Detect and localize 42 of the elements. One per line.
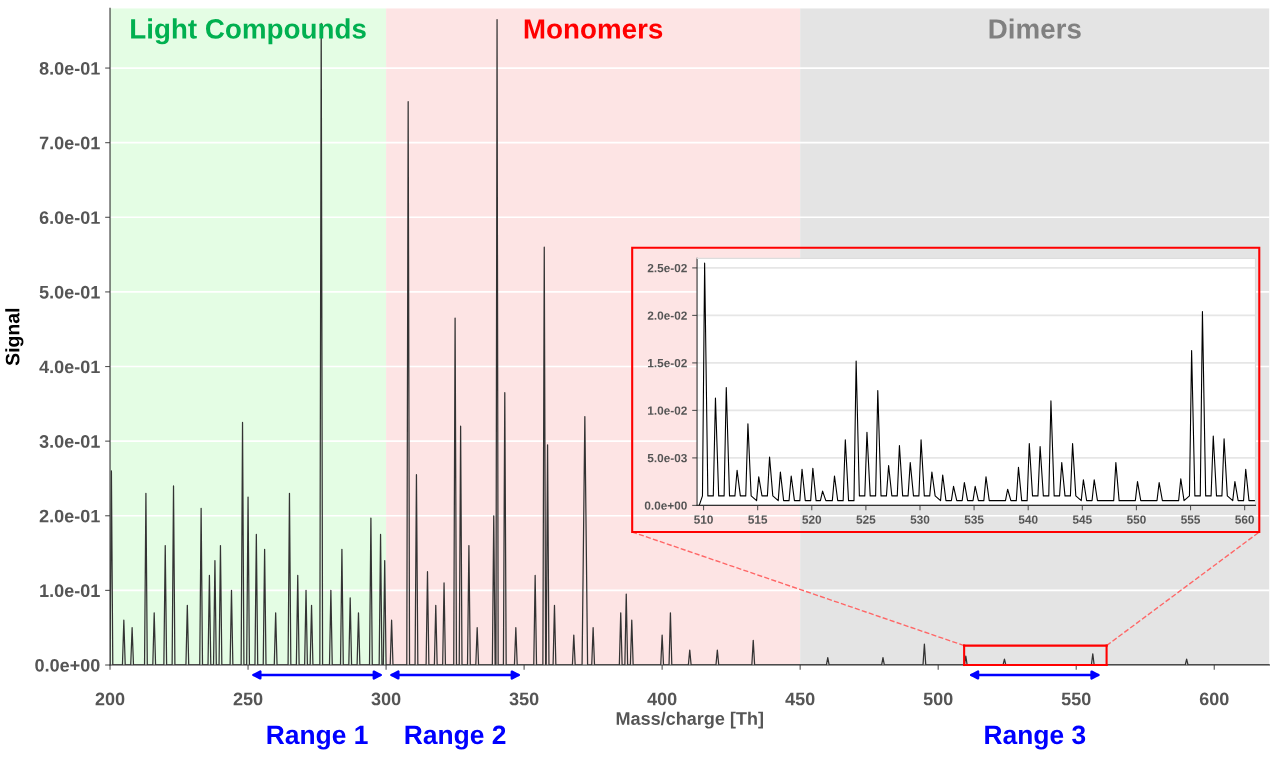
x-tick-label: 400	[647, 692, 677, 706]
x-tick-label: 450	[785, 692, 815, 706]
y-tick-label: 5.0e-03	[647, 453, 687, 463]
band-label: Monomers	[524, 19, 663, 39]
band-label: Dimers	[989, 18, 1081, 39]
y-tick-label: 0.0e+00	[35, 658, 100, 672]
annotation: Range 2	[405, 725, 506, 750]
x-tick-label: 200	[95, 692, 125, 706]
x-tick-label: 350	[509, 692, 539, 706]
y-tick-label: 2.5e-02	[647, 263, 687, 273]
x-tick-label: 550	[1126, 515, 1146, 524]
y-tick-label: 7.0e-01	[39, 136, 100, 150]
y-tick-label: 5.0e-01	[39, 285, 100, 299]
y-tick-label: 1.5e-02	[648, 358, 687, 368]
x-tick-label: 560	[1235, 515, 1255, 524]
x-tick-label: 525	[856, 515, 876, 524]
y-tick-label: 1.0e-01	[40, 584, 100, 598]
annotation: Range 1	[267, 725, 368, 750]
y-tick-label: 1.0e-02	[648, 406, 687, 415]
x-tick-label: 540	[1018, 515, 1038, 524]
y-tick-label: 2.0e-02	[647, 311, 687, 320]
x-tick-label: 545	[1072, 515, 1092, 524]
y-tick-label: 6.0e-01	[39, 211, 100, 225]
y-tick-label: 4.0e-01	[39, 360, 100, 374]
y-tick-label: 8.0e-01	[39, 61, 100, 75]
x-tick-label: 300	[371, 692, 401, 706]
x-tick-label: 550	[1061, 692, 1091, 706]
y-tick-label: 2.0e-01	[39, 509, 100, 523]
x-tick-label: 535	[964, 515, 984, 524]
annotation: Range 3	[985, 725, 1086, 750]
x-tick-label: 530	[910, 515, 930, 524]
x-tick-label: 500	[923, 692, 953, 706]
x-tick-label: 520	[802, 515, 822, 524]
x-tick-label: 515	[748, 515, 768, 524]
x-tick-label: 250	[233, 692, 263, 706]
x-tick-label: 600	[1199, 692, 1229, 706]
y-tick-label: 3.0e-01	[39, 435, 100, 448]
x-axis-title: Mass/charge [Th]	[616, 711, 763, 729]
x-tick-label: 510	[694, 515, 713, 524]
y-tick-label: 0.0e+00	[644, 501, 687, 510]
x-tick-label: 555	[1181, 515, 1201, 524]
y-axis-title: Signal	[5, 308, 24, 366]
